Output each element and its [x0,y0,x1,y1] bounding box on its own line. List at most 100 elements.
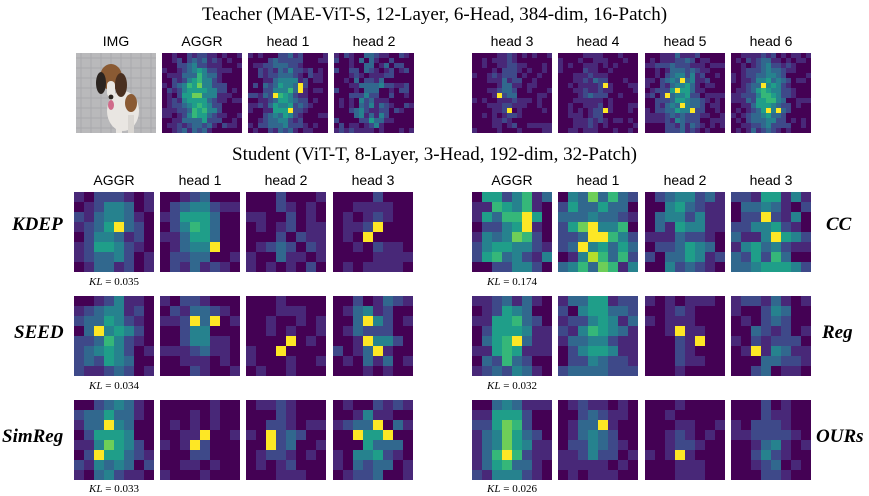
heat-cell [114,430,125,441]
heat-cell [781,252,792,263]
heat-cell [353,242,364,253]
heat-cell [633,128,638,133]
heat-cell [364,63,370,69]
seed-head-1-map [160,296,240,376]
heat-cell [801,316,811,327]
heat-cell [710,88,716,94]
heat-cell [114,262,125,272]
heat-cell [364,53,370,59]
heat-cell [394,73,400,79]
heat-cell [623,63,629,69]
heat-cell [180,192,191,203]
seed-head-3-map [333,296,413,376]
simreg-aggr-map [74,400,154,480]
heat-cell [751,128,757,133]
heat-cell [268,113,274,119]
heat-cell [751,222,762,233]
heat-cell [383,400,394,411]
heat-cell [492,63,498,69]
heat-cell [781,400,792,411]
heat-cell [588,316,599,327]
heat-cell [492,113,498,119]
heat-cell [276,440,287,451]
heat-cell [313,108,319,114]
heat-cell [751,58,757,64]
heat-cell [608,73,614,79]
heat-cell [741,88,747,94]
heat-cell [512,262,523,272]
heat-cell [791,400,802,411]
heat-cell [393,346,404,357]
heat-cell [680,128,686,133]
heat-cell [502,78,508,84]
heat-cell [751,68,757,74]
heat-cell [695,326,706,337]
heat-cell [731,123,737,129]
heat-cell [695,460,706,471]
heat-cell [746,93,752,99]
heat-cell [124,306,135,317]
heat-cell [268,128,274,133]
heat-cell [200,336,211,347]
heat-cell [359,113,365,119]
heat-cell [258,73,264,79]
heat-cell [273,113,279,119]
heat-cell [487,58,493,64]
heat-cell [502,113,508,119]
heat-cell [303,83,309,89]
heat-cell [710,123,716,129]
reg-head-3-map [731,296,811,376]
heat-cell [741,222,752,233]
heat-cell [665,296,676,307]
heat-cell [598,63,604,69]
teacher-head-2-map [334,53,414,133]
heat-cell [180,450,191,461]
heat-cell [298,123,304,129]
heat-cell [806,108,811,114]
heat-cell [542,113,548,119]
heat-cell [487,53,493,59]
heat-cell [187,98,193,104]
heat-cell [364,93,370,99]
heat-cell [542,296,552,307]
heat-cell [172,128,178,133]
heat-cell [507,83,513,89]
heat-cell [220,262,231,272]
heat-cell [583,68,589,74]
heat-cell [349,128,355,133]
heat-cell [316,222,326,233]
heat-cell [160,356,171,367]
heat-cell [286,346,297,357]
heat-cell [563,73,569,79]
heat-cell [645,83,651,89]
kl-value: = 0.035 [105,276,139,288]
heat-cell [801,128,807,133]
heat-cell [363,222,374,233]
heat-cell [273,78,279,84]
heat-cell [202,78,208,84]
heat-cell [680,83,686,89]
heat-cell [568,118,574,124]
heat-cell [308,58,314,64]
heat-cell [399,123,405,129]
heat-cell [801,58,807,64]
heat-cell [334,103,340,109]
heat-cell [207,123,213,129]
heat-cell [298,113,304,119]
heat-cell [547,73,552,79]
heat-cell [210,420,221,431]
heat-cell [333,242,344,253]
heat-cell [477,53,483,59]
heat-cell [542,316,552,327]
heat-cell [756,53,762,59]
heat-cell [343,400,354,411]
heat-cell [665,83,671,89]
heat-cell [715,252,725,263]
heat-cell [373,450,384,461]
heat-cell [517,98,523,104]
heat-cell [373,232,384,243]
heat-cell [705,242,716,253]
heat-cell [675,58,681,64]
heat-cell [144,296,154,307]
heat-cell [588,123,594,129]
